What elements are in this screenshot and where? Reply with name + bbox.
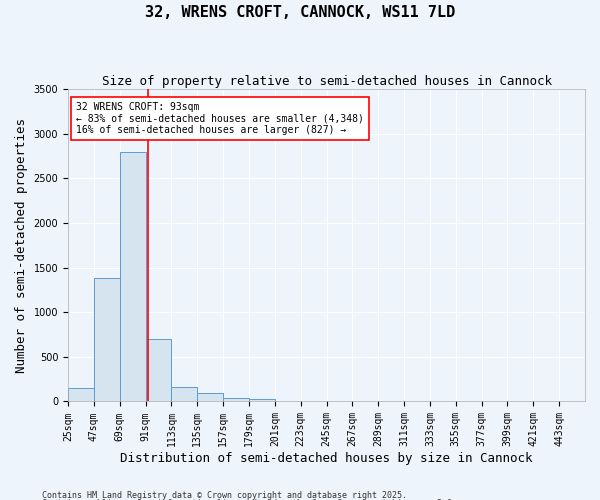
Bar [172,387,197,402]
Bar [120,152,146,402]
Text: Contains HM Land Registry data © Crown copyright and database right 2025.: Contains HM Land Registry data © Crown c… [42,490,407,500]
Bar [197,393,223,402]
X-axis label: Distribution of semi-detached houses by size in Cannock: Distribution of semi-detached houses by … [120,452,533,465]
Bar [94,278,120,402]
Title: Size of property relative to semi-detached houses in Cannock: Size of property relative to semi-detach… [101,75,551,88]
Bar [249,399,275,402]
Bar [146,339,172,402]
Text: 32 WRENS CROFT: 93sqm
← 83% of semi-detached houses are smaller (4,348)
16% of s: 32 WRENS CROFT: 93sqm ← 83% of semi-deta… [76,102,364,135]
Bar [223,398,249,402]
Y-axis label: Number of semi-detached properties: Number of semi-detached properties [15,118,28,373]
Bar [68,388,94,402]
Text: Contains public sector information licensed under the Open Government Licence v3: Contains public sector information licen… [42,499,457,500]
Text: 32, WRENS CROFT, CANNOCK, WS11 7LD: 32, WRENS CROFT, CANNOCK, WS11 7LD [145,5,455,20]
